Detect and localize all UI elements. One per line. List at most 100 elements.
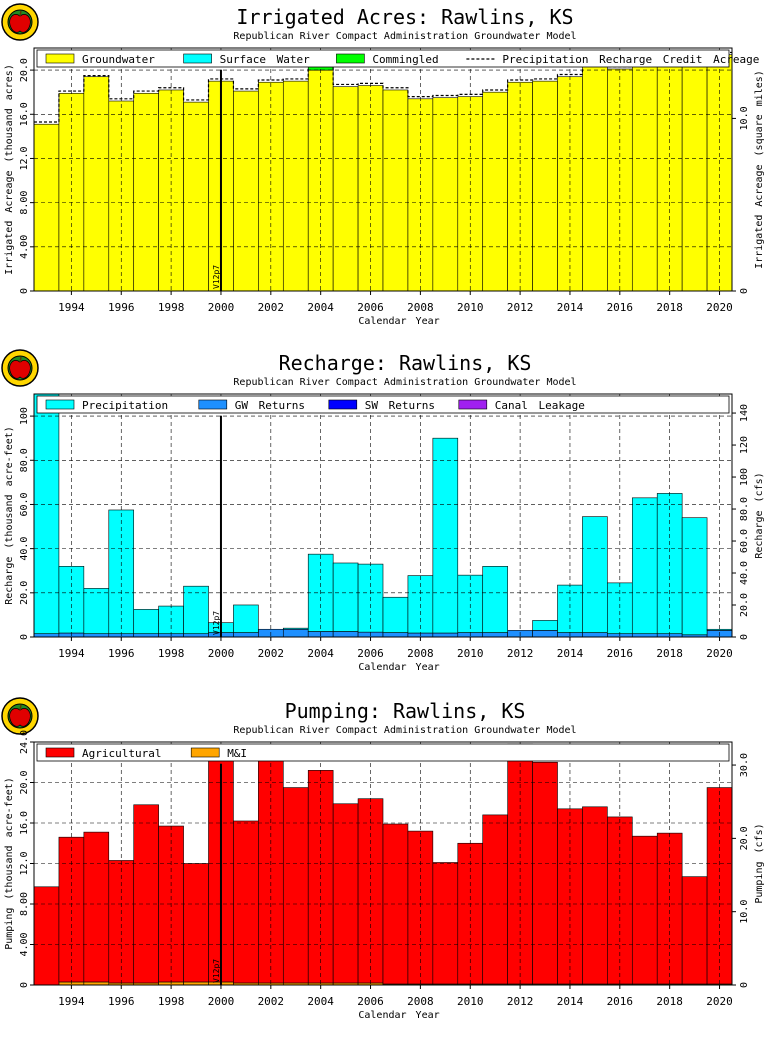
irrigated-acres-chart: Irrigated Acres: Rawlins, KS Republican R… <box>1 3 765 327</box>
y2-tick-label-0: 0 <box>739 288 750 294</box>
x-tick-label-2020: 2020 <box>706 995 733 1008</box>
y-tick-label-1: 4.00 <box>19 932 30 956</box>
bar-agricultural-2003 <box>282 787 309 984</box>
version-marker-label: V12p7 <box>212 265 221 289</box>
x-tick-label-2018: 2018 <box>656 301 683 314</box>
y2-tick-label-5: 100 <box>739 468 750 486</box>
apple-logo-icon <box>1 3 39 41</box>
pumping-chart: Pumping: Rawlins, KS Republican River Com… <box>1 697 765 1021</box>
y2-tick-label-0: 0 <box>739 634 750 640</box>
recharge-panel: Recharge: Rawlins, KS Republican River Co… <box>0 346 768 690</box>
bar-agricultural-1993 <box>33 886 60 986</box>
logo-apple <box>9 14 31 33</box>
bar-groundwater-2002 <box>258 81 284 292</box>
y-tick-label-1: 4.00 <box>19 235 30 259</box>
bar-gw-returns-2009 <box>432 632 459 638</box>
legend-swatch-precipitation <box>45 399 75 410</box>
y2-tick-label-7: 140 <box>739 404 750 422</box>
bar-groundwater-2004 <box>307 69 334 292</box>
y2-axis-label: Pumping (cfs) <box>754 823 765 903</box>
x-tick-label-2018: 2018 <box>656 647 683 660</box>
bar-precipitation-2001 <box>233 604 259 633</box>
x-tick-label-2002: 2002 <box>258 301 285 314</box>
bar-precipitation-2009 <box>432 437 459 634</box>
bar-gw-returns-2001 <box>233 632 259 638</box>
bar-groundwater-1995 <box>83 76 110 292</box>
x-tick-label-1994: 1994 <box>58 301 85 314</box>
y2-tick-label-2: 40.0 <box>739 561 750 585</box>
legend-swatch-m-i <box>190 747 220 758</box>
x-tick-label-2010: 2010 <box>457 647 484 660</box>
bar-agricultural-1999 <box>183 863 209 983</box>
x-tick-label-2020: 2020 <box>706 647 733 660</box>
y-axis-label: Irrigated Acreage (thousand acres) <box>4 64 15 275</box>
legend: Precipitation GW Returns SW Returns Canal L… <box>36 395 730 414</box>
chart-subtitle: Republican River Compact Administration … <box>233 725 576 736</box>
bar-gw-returns-2005 <box>332 631 359 638</box>
logo-stem <box>19 10 22 17</box>
recharge-chart: Recharge: Rawlins, KS Republican River Co… <box>1 349 765 673</box>
bar-precipitation-1993 <box>33 393 60 634</box>
x-tick-label-2014: 2014 <box>557 647 584 660</box>
legend-swatch-agricultural <box>45 747 75 758</box>
x-tick-label-2002: 2002 <box>258 647 285 660</box>
x-tick-label-2016: 2016 <box>607 647 634 660</box>
bar-precipitation-2020 <box>706 628 733 631</box>
irrigated-acres-panel: Irrigated Acres: Rawlins, KS Republican R… <box>0 0 768 344</box>
y-tick-label-1: 20.0 <box>19 581 30 605</box>
bar-agricultural-2017 <box>631 835 658 985</box>
bar-groundwater-2005 <box>332 86 359 292</box>
bar-precipitation-1999 <box>183 585 209 634</box>
bar-precipitation-2007 <box>382 596 409 633</box>
x-tick-label-1996: 1996 <box>108 647 135 660</box>
bar-groundwater-1999 <box>183 101 209 292</box>
y-tick-label-2: 8.00 <box>19 191 30 215</box>
x-tick-label-1994: 1994 <box>58 995 85 1008</box>
legend-label-gw-returns: GW Returns <box>235 399 305 412</box>
bar-groundwater-2001 <box>233 90 259 292</box>
bar-agricultural-2009 <box>432 862 459 985</box>
legend-swatch-commingled <box>336 53 365 64</box>
bar-agricultural-2001 <box>233 820 259 984</box>
legend-swatch-canal-leakage <box>458 399 488 410</box>
bar-gw-returns-2007 <box>382 632 409 638</box>
bar-agricultural-1997 <box>133 804 159 984</box>
x-tick-label-1996: 1996 <box>108 995 135 1008</box>
apple-logo-icon <box>1 349 39 387</box>
x-tick-label-2006: 2006 <box>357 301 384 314</box>
x-tick-label-2000: 2000 <box>208 301 235 314</box>
x-tick-label-2000: 2000 <box>208 647 235 660</box>
bar-precipitation-2015 <box>582 516 608 633</box>
legend-label-surface-water: Surface Water <box>220 53 310 66</box>
x-tick-label-2018: 2018 <box>656 995 683 1008</box>
logo-apple <box>9 708 31 727</box>
x-tick-label-2014: 2014 <box>557 995 584 1008</box>
x-tick-label-2008: 2008 <box>407 647 434 660</box>
y-tick-label-5: 20.0 <box>19 58 30 82</box>
x-tick-label-2004: 2004 <box>307 995 334 1008</box>
legend-label-precipitation: Precipitation <box>82 399 168 412</box>
bar-groundwater-2017 <box>631 62 658 292</box>
pumping-panel: Pumping: Rawlins, KS Republican River Com… <box>0 694 768 1038</box>
x-axis-label: Calendar Year <box>358 316 439 327</box>
bar-precipitation-1997 <box>133 609 159 634</box>
legend-label-commingled: Commingled <box>372 53 438 66</box>
chart-title: Irrigated Acres: Rawlins, KS <box>236 5 573 29</box>
x-tick-label-1998: 1998 <box>158 301 185 314</box>
x-tick-label-2002: 2002 <box>258 995 285 1008</box>
legend-label-groundwater: Groundwater <box>82 53 155 66</box>
bar-agricultural-2018 <box>656 832 683 985</box>
legend-label-precipitation-recharge-credit-acreage: Precipitation Recharge Credit Acreage <box>502 53 759 66</box>
y-tick-label-5: 20.0 <box>19 770 30 794</box>
x-tick-label-2004: 2004 <box>307 301 334 314</box>
y2-axis-label: Irrigated Acreage (square miles) <box>754 70 765 269</box>
y-tick-label-5: 100 <box>19 407 30 425</box>
chart-title: Pumping: Rawlins, KS <box>285 699 526 723</box>
x-tick-label-1998: 1998 <box>158 995 185 1008</box>
legend-swatch-sw-returns <box>328 399 358 410</box>
bar-groundwater-2009 <box>432 97 459 292</box>
x-tick-label-2016: 2016 <box>607 301 634 314</box>
legend-swatch-surface-water <box>183 53 212 64</box>
y-tick-label-0: 0 <box>19 634 30 640</box>
bar-groundwater-2003 <box>282 80 309 292</box>
